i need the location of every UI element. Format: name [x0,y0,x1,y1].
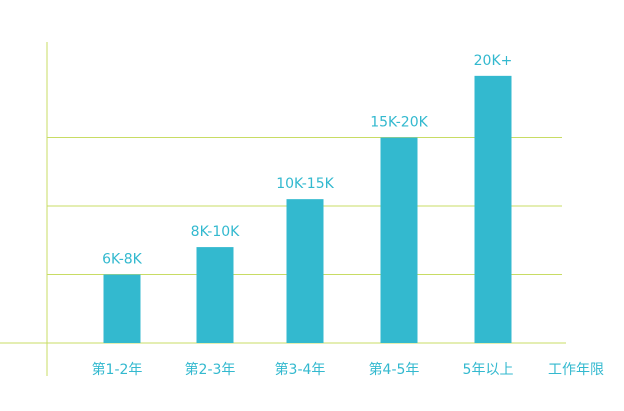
bar-3 [286,199,324,343]
x-axis-title: 工作年限 [548,362,604,378]
bar-2 [196,247,234,343]
category-label-2: 第2-3年 [185,361,236,378]
data-label-1: 6K-8K [102,252,143,268]
category-label-1: 第1-2年 [92,361,143,378]
bar-1 [103,274,141,343]
data-label-5: 20K+ [474,53,513,69]
category-label-5: 5年以上 [463,362,514,378]
category-labels: 第1-2年 第2-3年 第3-4年 第4-5年 5年以上 [92,361,514,378]
data-label-3: 10K-15K [276,176,334,192]
category-label-4: 第4-5年 [369,361,420,378]
data-label-2: 8K-10K [191,224,240,240]
bars [103,75,512,343]
bar-5 [474,75,512,343]
bar-4 [380,137,418,343]
data-labels: 6K-8K 8K-10K 10K-15K 15K-20K 20K+ [102,53,512,268]
data-label-4: 15K-20K [370,115,428,131]
category-label-3: 第3-4年 [275,361,326,378]
axes [0,42,566,376]
